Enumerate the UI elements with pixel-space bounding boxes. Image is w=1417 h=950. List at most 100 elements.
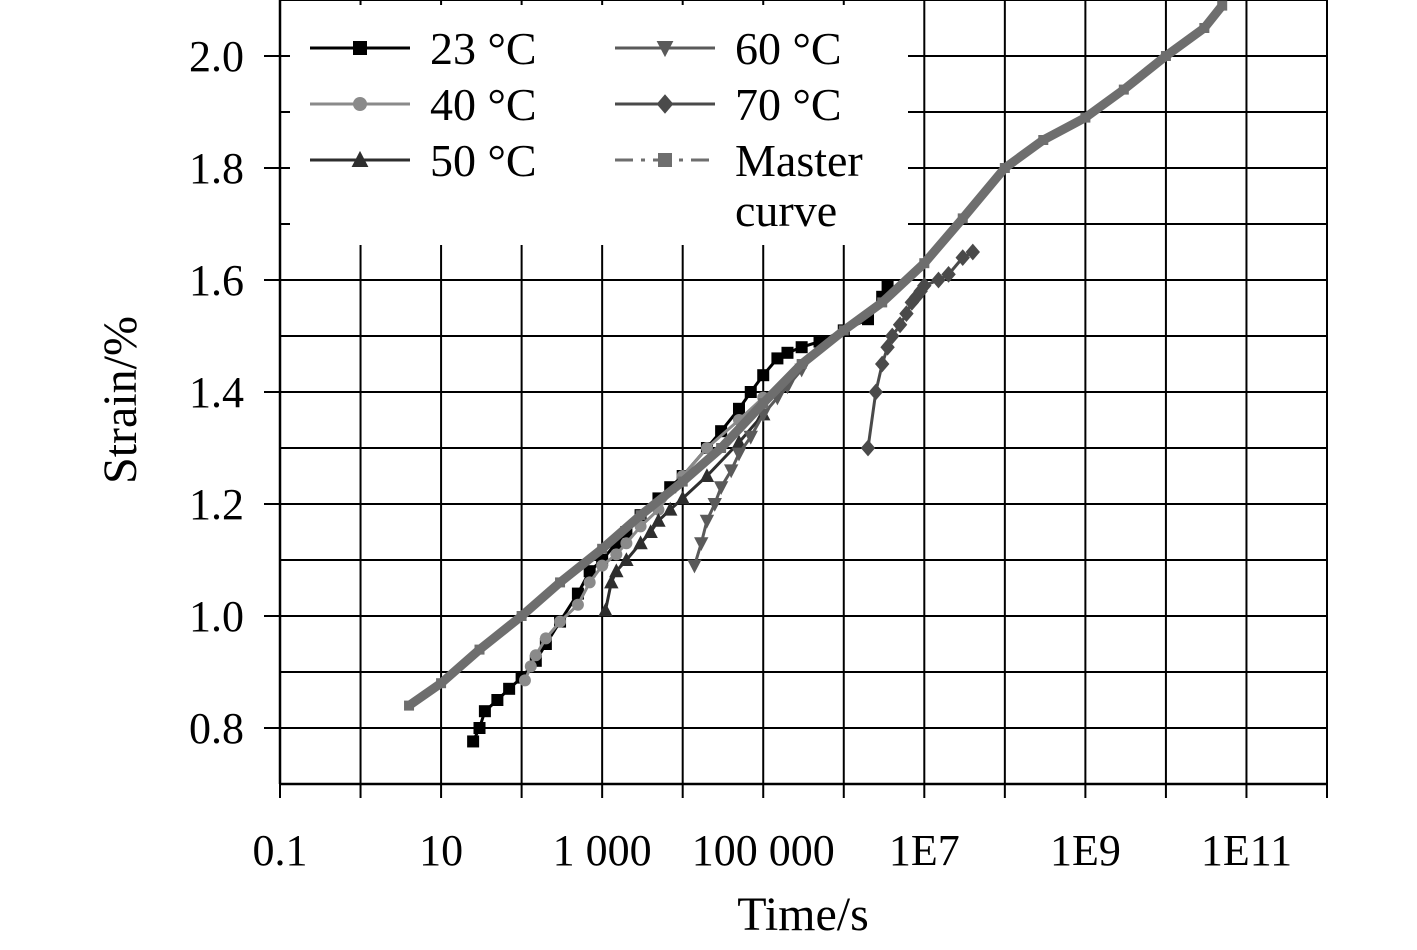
data-point <box>965 243 980 261</box>
tick-labels: 0.8 1.0 1.2 1.4 1.6 1.8 2.0 0.1 10 1 000 100 000 1E… <box>189 32 1292 875</box>
data-point <box>663 501 678 516</box>
x-tick-label: 1E7 <box>889 826 960 875</box>
series-layer <box>404 0 1228 748</box>
data-point <box>723 464 739 479</box>
x-tick-label: 10 <box>419 826 463 875</box>
data-point <box>643 524 658 538</box>
legend-label: 50 °C <box>430 135 537 186</box>
data-point <box>633 535 648 550</box>
data-point <box>1160 51 1171 61</box>
data-point <box>917 277 932 294</box>
legend-item: 50 °C <box>310 135 537 186</box>
series-70-c <box>860 243 980 457</box>
data-point <box>860 439 876 457</box>
legend-item: 23 °C <box>310 23 537 74</box>
data-point <box>892 316 908 334</box>
data-point <box>1080 112 1091 123</box>
data-point <box>596 559 609 572</box>
data-point <box>699 514 715 529</box>
data-point <box>707 498 722 512</box>
y-tick-label: 1.4 <box>189 368 244 417</box>
data-point <box>554 615 567 628</box>
data-point <box>909 288 924 306</box>
data-point <box>467 735 480 748</box>
data-point <box>404 700 415 711</box>
data-point <box>999 163 1010 173</box>
data-point <box>610 548 623 561</box>
data-point <box>694 537 709 551</box>
legend-label: Master curve <box>735 135 863 236</box>
data-point <box>955 249 970 266</box>
data-point <box>478 705 491 718</box>
data-point <box>1217 0 1228 11</box>
series-line <box>523 396 765 681</box>
data-point <box>635 510 646 521</box>
legend-label: 23 °C <box>430 23 537 74</box>
data-point <box>885 327 900 345</box>
legend-item: Master curve <box>615 135 863 236</box>
data-point <box>957 213 968 224</box>
y-tick-label: 1.6 <box>189 256 244 305</box>
data-point <box>771 352 784 365</box>
data-point <box>675 490 690 505</box>
data-point <box>874 355 890 373</box>
legend-marker <box>656 41 674 58</box>
x-tick-label: 100 000 <box>692 826 835 875</box>
data-point <box>732 402 745 415</box>
x-axis-title: Time/s <box>737 888 869 941</box>
legend-marker <box>656 94 674 114</box>
y-tick-label: 1.8 <box>189 144 244 193</box>
data-point <box>620 537 633 550</box>
data-point <box>757 369 770 382</box>
y-tick-label: 0.8 <box>189 704 244 753</box>
data-point <box>731 434 747 449</box>
data-point <box>931 271 946 289</box>
data-point <box>583 576 596 589</box>
data-point <box>758 398 769 409</box>
data-point <box>919 258 930 269</box>
data-point <box>899 305 914 322</box>
legend-marker <box>351 150 369 167</box>
data-point <box>583 565 596 578</box>
y-tick-label: 1.0 <box>189 592 244 641</box>
legend-item: 70 °C <box>615 79 842 130</box>
data-point <box>604 574 619 589</box>
data-point <box>597 543 608 554</box>
series-23-c <box>467 279 894 748</box>
data-point <box>516 611 527 621</box>
data-point <box>838 325 849 336</box>
data-point <box>529 649 542 662</box>
legend-item: 60 °C <box>615 23 842 74</box>
data-point <box>651 513 666 527</box>
x-tick-label: 1E11 <box>1201 826 1292 875</box>
data-point <box>716 443 727 453</box>
data-point <box>524 660 537 673</box>
legend-marker <box>353 97 367 111</box>
data-point <box>1038 135 1049 145</box>
legend-marker <box>658 153 672 167</box>
data-point <box>598 602 613 617</box>
data-point <box>700 442 713 454</box>
series-line <box>406 2 1226 710</box>
legend-label: 60 °C <box>735 23 842 74</box>
data-point <box>699 468 715 482</box>
axes <box>264 0 1328 798</box>
series-line <box>693 368 803 567</box>
legend-label: 70 °C <box>735 79 842 130</box>
data-point <box>491 694 504 706</box>
data-point <box>571 598 584 611</box>
data-point <box>877 297 888 308</box>
series-master-curve <box>404 0 1228 711</box>
data-point <box>677 476 688 487</box>
series-50-c <box>598 406 771 617</box>
data-point <box>619 552 634 566</box>
data-point <box>868 383 884 401</box>
x-tick-label: 1E9 <box>1050 826 1121 875</box>
legend-label: 40 °C <box>430 79 537 130</box>
data-point <box>1199 23 1210 33</box>
data-point <box>503 682 516 695</box>
data-point <box>473 722 486 734</box>
data-point <box>731 447 747 462</box>
y-tick-label: 1.2 <box>189 480 244 529</box>
